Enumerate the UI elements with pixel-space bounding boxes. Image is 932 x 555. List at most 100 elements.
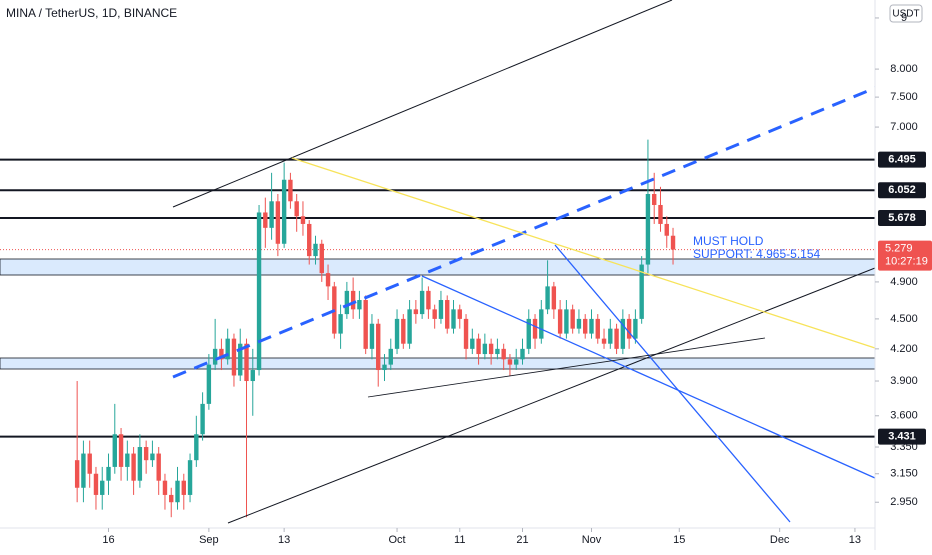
candle-body	[206, 364, 212, 404]
chart-title: MINA / TetherUS, 1D, BINANCE	[6, 6, 177, 20]
candle-body	[670, 235, 676, 250]
x-tick-label: Sep	[199, 534, 219, 546]
candle-body	[451, 309, 456, 329]
price-level-label: 3.431	[888, 431, 916, 443]
candle-body	[557, 309, 563, 334]
candle-body	[143, 447, 149, 461]
y-tick-label: 8.000	[890, 63, 918, 75]
y-tick-label: 4.500	[890, 313, 918, 325]
candle-body	[488, 343, 494, 355]
candle-body	[194, 434, 199, 461]
y-tick-label: 9	[901, 12, 907, 24]
candle-body	[150, 453, 155, 461]
x-tick-label: 11	[454, 534, 465, 546]
wedge-top	[421, 275, 876, 479]
x-tick-label: 13	[278, 534, 290, 546]
candle-body	[495, 348, 500, 355]
trend-lines	[172, 0, 876, 524]
candle-body	[595, 318, 600, 339]
candle-body	[181, 480, 186, 495]
candle-body	[281, 179, 287, 244]
candle-body	[300, 216, 306, 224]
candle-body	[476, 338, 481, 355]
yellow-trend	[291, 157, 876, 349]
y-tick-label: 4.200	[890, 343, 918, 355]
candle-body	[231, 338, 237, 376]
candle-body	[482, 343, 488, 355]
candle-body	[294, 201, 299, 217]
candle-body	[388, 348, 393, 365]
candle-body	[219, 348, 224, 360]
candle-body	[263, 212, 268, 228]
candle-body	[620, 318, 626, 349]
candle-body	[601, 338, 607, 344]
candle-body	[520, 348, 525, 360]
y-tick-label: 3.600	[890, 410, 918, 422]
y-tick-label: 3.350	[890, 441, 918, 453]
candle-body	[608, 328, 613, 344]
price-level-tag	[878, 209, 926, 226]
price-level-label: 6.495	[888, 153, 916, 165]
candle-body	[407, 309, 412, 344]
x-tick-label: Oct	[388, 534, 405, 546]
y-tick-label: 7.500	[890, 91, 918, 103]
candle-body	[664, 223, 669, 236]
candle-body	[131, 453, 136, 481]
candle-body	[357, 300, 362, 310]
candle-body	[394, 318, 400, 349]
candle-body	[200, 403, 205, 435]
candle-body	[313, 243, 318, 257]
currency-box[interactable]	[889, 4, 923, 23]
x-tick-label: 15	[673, 534, 685, 546]
candle-body	[325, 273, 331, 287]
x-tick-label: Dec	[770, 534, 790, 546]
x-tick-label: 21	[516, 534, 528, 546]
candle-body	[175, 480, 180, 503]
candle-body	[501, 348, 506, 360]
candle-body	[432, 309, 437, 319]
candle-body	[376, 323, 381, 371]
candle-body	[187, 460, 193, 495]
y-tick-label: 3.150	[890, 468, 918, 480]
candle-body	[645, 193, 651, 265]
candle-body	[137, 447, 143, 481]
candle-body	[545, 286, 550, 310]
annotation: MUST HOLD	[693, 234, 764, 248]
support-zone-lower	[0, 357, 876, 370]
x-tick-label: Nov	[582, 534, 602, 546]
channel-bottom	[227, 267, 876, 524]
annotation: SUPPORT: 4.965-5.154	[693, 247, 821, 261]
candle-body	[419, 290, 425, 315]
dashed-trend	[172, 86, 876, 379]
candle-body	[639, 264, 644, 319]
candle-body	[463, 318, 469, 349]
candle-body	[514, 359, 519, 365]
candle-body	[319, 243, 324, 274]
candle-body	[344, 290, 350, 315]
candle-body	[583, 318, 588, 334]
candle-body	[244, 343, 249, 382]
candle-body	[532, 318, 538, 339]
candle-body	[118, 434, 124, 467]
candle-body	[156, 453, 161, 481]
candle-body	[225, 338, 230, 360]
y-tick-label: 7.000	[890, 121, 918, 133]
x-tick-label: 16	[102, 534, 114, 546]
price-level-tag	[878, 182, 926, 199]
candle-body	[633, 318, 638, 339]
candle-body	[401, 318, 406, 344]
candle-body	[238, 343, 243, 376]
candle-body	[564, 309, 569, 334]
price-level-tag	[878, 428, 926, 445]
candle-body	[652, 193, 657, 205]
candle-body	[413, 309, 419, 315]
last-price-tag	[878, 240, 932, 271]
candle-body	[369, 323, 375, 349]
currency-label: USDT	[892, 9, 919, 20]
candle-body	[382, 364, 387, 371]
x-tick-label: 13	[849, 534, 861, 546]
candle-body	[526, 318, 531, 349]
y-tick-label: 4.900	[890, 276, 918, 288]
candle-body	[539, 309, 544, 339]
price-level-label: 5.678	[888, 212, 916, 224]
